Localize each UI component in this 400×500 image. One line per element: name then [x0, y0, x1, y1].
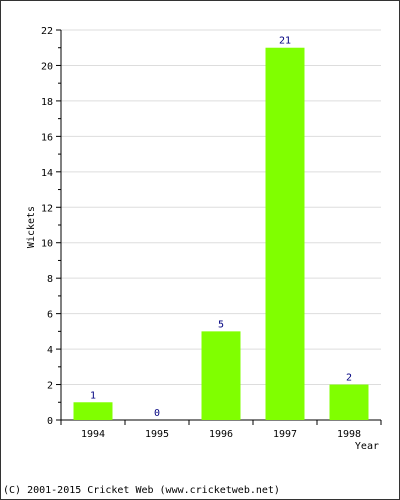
y-tick-label: 12	[41, 203, 53, 214]
x-tick-label-1996: 1996	[209, 429, 233, 440]
grid-lines	[61, 29, 381, 386]
x-tick-label-1995: 1995	[145, 429, 169, 440]
y-tick-label: 18	[41, 97, 53, 108]
y-tick-label: 4	[47, 345, 53, 356]
bars: 1 0 5 21 2	[73, 36, 369, 421]
y-tick-label: 6	[47, 310, 53, 321]
y-axis: 0 2 4 6 8 10 12 14 16 18 20 22	[41, 26, 62, 427]
x-tick-label-1997: 1997	[273, 429, 297, 440]
y-axis-title: Wickets	[26, 206, 37, 248]
bar-1994	[73, 402, 113, 420]
data-label-1997: 21	[279, 36, 291, 47]
data-label-1996: 5	[218, 319, 224, 330]
y-tick-label: 22	[41, 26, 53, 37]
bar-1996	[201, 331, 241, 420]
copyright-footer: (C) 2001-2015 Cricket Web (www.cricketwe…	[3, 485, 280, 496]
x-tick-label-1998: 1998	[337, 429, 361, 440]
data-label-1995: 0	[154, 408, 160, 419]
x-tick-label-1994: 1994	[81, 429, 105, 440]
x-axis: 1994 1995 1996 1997 1998	[60, 419, 382, 440]
bar-1998	[329, 384, 369, 420]
y-tick-label: 16	[41, 132, 53, 143]
y-tick-label: 8	[47, 274, 53, 285]
y-tick-label: 20	[41, 61, 53, 72]
bar-1997	[265, 47, 305, 421]
data-label-1994: 1	[90, 390, 96, 401]
y-tick-label: 2	[47, 381, 53, 392]
y-tick-label: 10	[41, 239, 53, 250]
y-tick-label: 0	[47, 416, 53, 427]
x-axis-title: Year	[355, 441, 379, 452]
y-tick-label: 14	[41, 168, 53, 179]
data-label-1998: 2	[346, 373, 352, 384]
